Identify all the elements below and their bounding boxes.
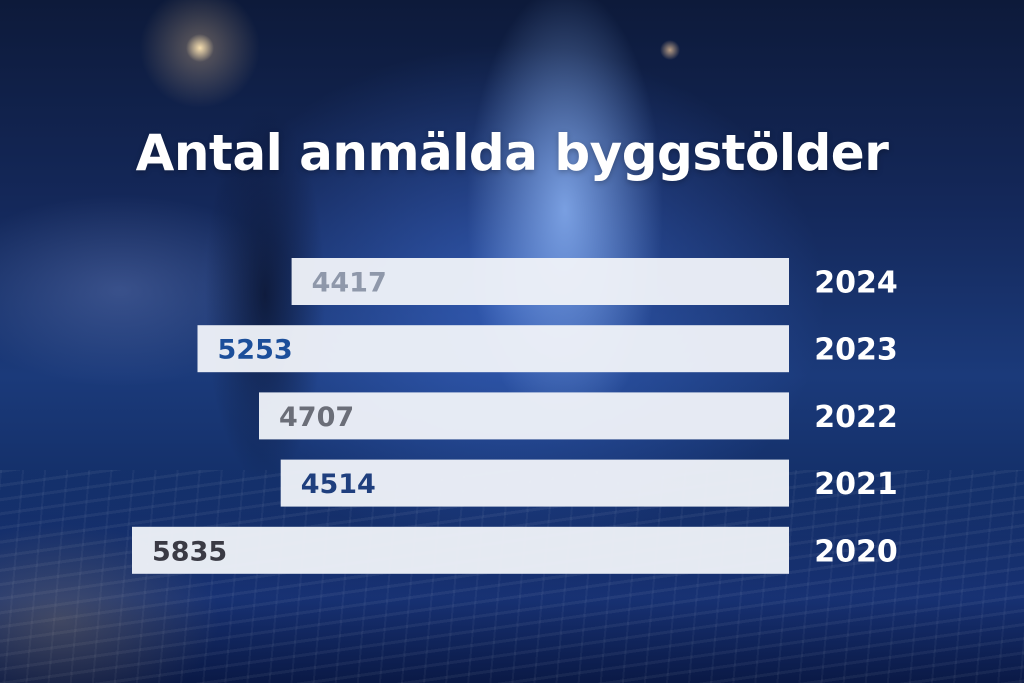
- category-label-2020: 2020: [814, 534, 898, 569]
- value-label-2022: 4707: [279, 402, 354, 433]
- value-label-2020: 5835: [152, 536, 227, 567]
- chart-title: Antal anmälda byggstölder: [135, 124, 889, 182]
- category-label-2022: 2022: [814, 400, 898, 435]
- bar-2024: [291, 258, 789, 305]
- category-label-2024: 2024: [814, 266, 898, 301]
- category-label-2021: 2021: [814, 467, 898, 502]
- bar-2023: [197, 325, 789, 373]
- value-label-2021: 4514: [301, 469, 376, 500]
- bar-2020: [132, 526, 789, 574]
- bar-2021: [280, 459, 789, 507]
- category-label-2023: 2023: [814, 333, 898, 368]
- bar-2022: [259, 392, 789, 440]
- value-label-2023: 5253: [218, 335, 293, 366]
- value-label-2024: 4417: [312, 268, 387, 299]
